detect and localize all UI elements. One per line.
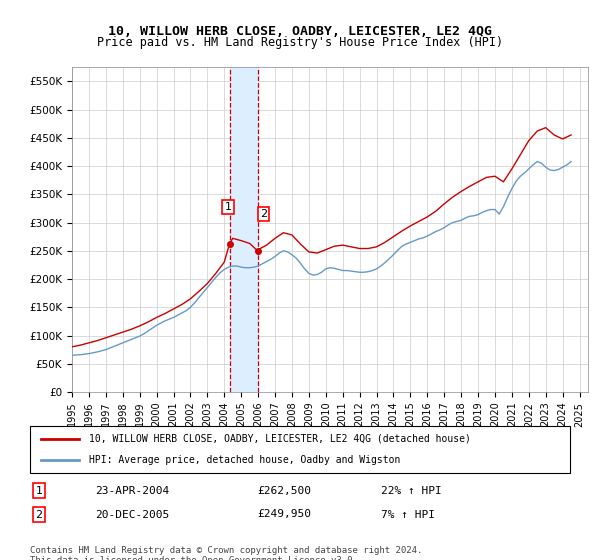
Text: 2: 2: [260, 209, 267, 219]
Text: £249,950: £249,950: [257, 510, 311, 520]
Bar: [230, 67, 257, 392]
Text: 7% ↑ HPI: 7% ↑ HPI: [381, 510, 435, 520]
Text: 1: 1: [35, 486, 43, 496]
Text: £262,500: £262,500: [257, 486, 311, 496]
FancyBboxPatch shape: [30, 426, 570, 473]
Text: HPI: Average price, detached house, Oadby and Wigston: HPI: Average price, detached house, Oadb…: [89, 455, 401, 465]
Text: 20-DEC-2005: 20-DEC-2005: [95, 510, 169, 520]
Text: 22% ↑ HPI: 22% ↑ HPI: [381, 486, 442, 496]
Text: Price paid vs. HM Land Registry's House Price Index (HPI): Price paid vs. HM Land Registry's House …: [97, 36, 503, 49]
Text: 10, WILLOW HERB CLOSE, OADBY, LEICESTER, LE2 4QG: 10, WILLOW HERB CLOSE, OADBY, LEICESTER,…: [108, 25, 492, 38]
Text: Contains HM Land Registry data © Crown copyright and database right 2024.
This d: Contains HM Land Registry data © Crown c…: [30, 546, 422, 560]
Text: 1: 1: [224, 202, 232, 212]
Text: 2: 2: [35, 510, 43, 520]
Text: 10, WILLOW HERB CLOSE, OADBY, LEICESTER, LE2 4QG (detached house): 10, WILLOW HERB CLOSE, OADBY, LEICESTER,…: [89, 434, 471, 444]
Text: 23-APR-2004: 23-APR-2004: [95, 486, 169, 496]
